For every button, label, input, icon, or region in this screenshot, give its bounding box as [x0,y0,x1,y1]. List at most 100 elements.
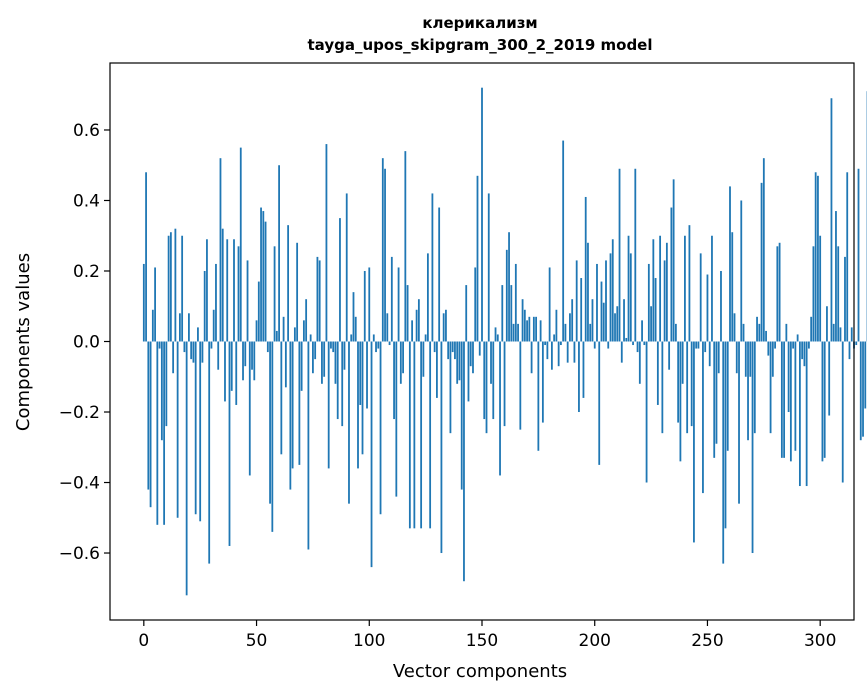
bar [760,182,763,342]
bar [244,341,247,367]
x-tick-label: 100 [353,631,385,651]
bar [573,341,576,363]
bar [794,341,797,451]
bar [828,341,831,416]
bar [636,341,639,353]
bar [798,341,801,487]
y-tick-label: 0.6 [73,121,100,141]
bar [215,263,217,342]
bar [442,313,445,342]
bar [706,274,709,342]
bar [158,341,161,349]
bar [605,260,607,342]
bar [562,140,565,342]
bar [181,235,184,342]
bar [334,341,337,384]
bar [474,267,477,342]
bar [208,341,211,564]
bar [287,225,290,342]
bar [210,341,213,349]
bar [652,239,655,342]
bar [512,323,515,342]
bar [659,235,662,342]
bar [431,193,434,342]
bar [239,147,242,342]
bar [693,341,695,543]
bar [478,341,481,356]
bar [197,327,199,342]
bar [593,341,596,349]
bar [395,341,398,497]
bar [417,299,420,342]
bar [690,341,693,427]
bar [458,341,461,381]
bar [390,256,393,342]
bar [219,158,222,342]
bar [426,253,429,342]
bar [266,341,269,353]
bar [819,235,822,342]
bar [674,323,677,342]
x-tick-label: 150 [466,631,498,651]
bar [284,341,287,388]
bar [429,341,432,529]
bar [643,341,646,346]
bar [325,144,328,342]
bar [490,341,492,384]
bar [758,323,761,342]
bar [862,341,864,437]
bar [627,235,630,342]
bar [539,320,542,342]
bar [183,341,186,353]
bar [366,341,368,409]
bar [611,239,614,342]
bar [298,341,301,465]
bar [388,341,391,346]
bar [363,270,366,342]
bar [226,239,229,342]
bar [740,200,743,342]
bar [785,323,788,342]
bar [499,341,501,476]
bar [145,172,147,342]
bar [792,341,795,349]
bar [257,281,260,342]
bar [602,302,605,342]
bar [532,316,535,342]
bar [753,341,756,434]
bar [377,341,380,349]
bar [738,341,740,504]
bar [172,341,175,374]
bar [321,341,323,384]
bar [454,341,456,360]
bar [178,313,181,342]
bar [808,341,810,349]
bar [393,341,395,420]
bar [413,341,416,529]
bar [699,253,702,342]
bar [467,341,470,402]
bar [447,341,450,360]
x-tick-label: 300 [804,631,836,651]
bar [614,313,616,342]
bar [519,341,522,430]
bar [255,320,258,342]
bar [665,242,668,342]
bar [767,341,770,356]
bar [224,341,226,402]
bar [445,309,447,342]
bar [835,211,837,342]
bar [469,341,472,367]
bar [472,341,474,374]
bar [535,316,538,342]
bar [293,327,296,342]
bar [697,341,700,349]
bar [650,306,652,342]
bar [372,334,375,342]
bar [318,260,321,342]
bar [309,334,312,342]
x-tick-label: 0 [138,631,149,651]
bar [783,341,786,458]
bar [751,341,754,554]
bar [201,341,204,363]
